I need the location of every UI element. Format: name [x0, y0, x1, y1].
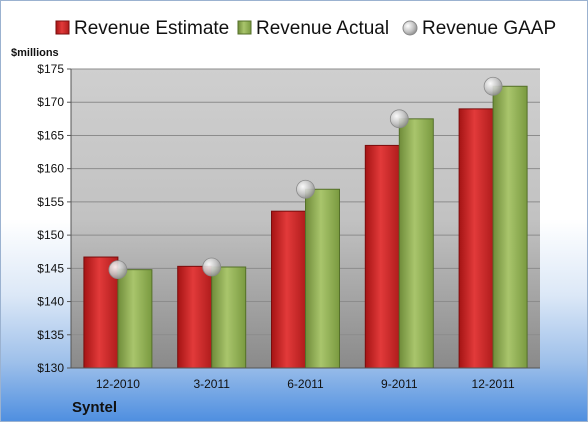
marker-revenue-gaap [202, 257, 222, 277]
y-tick-label: $155 [37, 195, 64, 209]
legend-label: Revenue GAAP [422, 18, 556, 39]
marker-revenue-gaap [483, 76, 503, 96]
x-axis-ticks: 12-2010 3-2011 6-2011 9-2011 12-2011 [96, 377, 515, 391]
y-tick-label: $165 [37, 128, 64, 142]
bar-revenue-estimate [177, 265, 213, 369]
bar-revenue-actual [305, 188, 340, 369]
company-name: Syntel [72, 399, 118, 416]
y-tick-label: $175 [37, 62, 64, 76]
legend-swatch [55, 20, 70, 35]
y-tick-label: $140 [37, 295, 64, 309]
x-tick-label: 12-2010 [96, 377, 140, 391]
x-tick-label: 9-2011 [381, 377, 418, 391]
marker-revenue-gaap [108, 260, 128, 280]
y-axis-ticks: $130 $135 $140 $145 $150 $155 $160 $165 $170 $175 [37, 62, 71, 375]
y-tick-label: $145 [37, 261, 64, 275]
legend-swatch [402, 20, 418, 36]
bars [83, 85, 528, 369]
bar-revenue-actual [492, 85, 528, 369]
y-tick-label: $150 [37, 228, 64, 242]
y-tick-label: $170 [37, 95, 64, 109]
marker-revenue-gaap [389, 109, 409, 129]
legend-label: Revenue Estimate [74, 18, 229, 39]
y-tick-label: $135 [37, 328, 64, 342]
marker-revenue-gaap [296, 179, 315, 199]
x-tick-label: 6-2011 [287, 377, 324, 391]
bar-revenue-estimate [458, 108, 494, 369]
bar-revenue-estimate [364, 144, 400, 369]
y-axis-unit-label: $millions [11, 47, 59, 59]
legend-swatch [237, 20, 252, 35]
legend-label: Revenue Actual [256, 18, 389, 39]
legend: Revenue Estimate Revenue Actual Revenue GA… [55, 18, 556, 39]
bar-revenue-actual [211, 266, 247, 369]
bar-revenue-actual [117, 269, 153, 369]
y-tick-label: $130 [37, 361, 64, 375]
bar-revenue-estimate [271, 210, 306, 369]
bar-revenue-actual [398, 118, 434, 369]
x-tick-label: 3-2011 [193, 377, 230, 391]
y-tick-label: $160 [37, 162, 64, 176]
x-tick-label: 12-2011 [472, 377, 515, 391]
gaap-markers [108, 76, 503, 280]
